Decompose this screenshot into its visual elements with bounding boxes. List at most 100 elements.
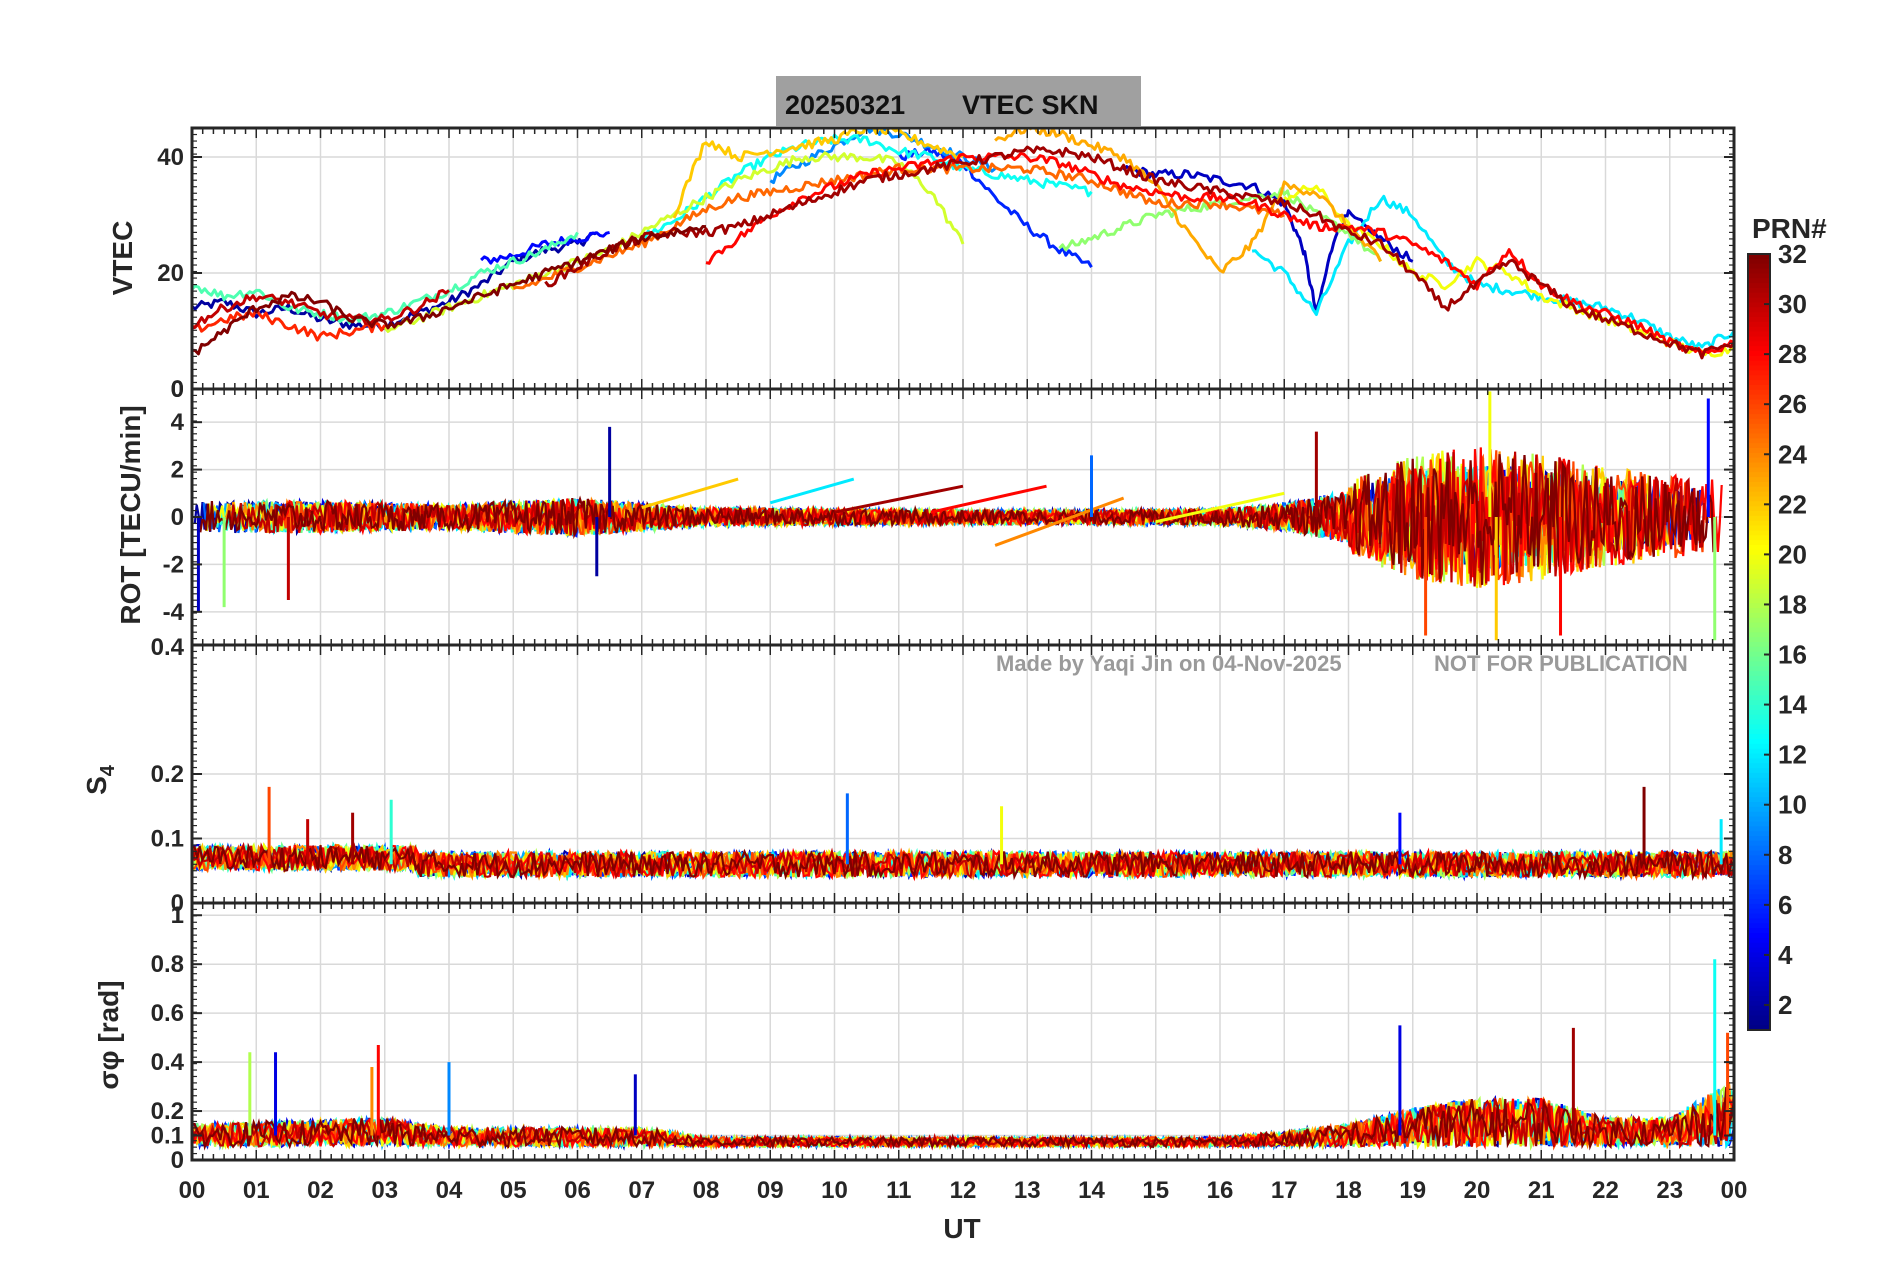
colorbar-swatch <box>1748 302 1770 309</box>
colorbar-swatch <box>1748 971 1770 978</box>
rot-series-prn-32 <box>199 454 1716 585</box>
colorbar-swatch <box>1748 622 1770 629</box>
x-tick-label: 14 <box>1078 1177 1105 1204</box>
colorbar-label: PRN# <box>1752 213 1827 244</box>
colorbar-swatch <box>1748 700 1770 707</box>
title-box <box>776 76 1141 126</box>
colorbar-swatch <box>1748 666 1770 673</box>
colorbar-swatch <box>1748 438 1770 445</box>
colorbar-swatch <box>1748 661 1770 668</box>
colorbar-swatch <box>1748 254 1770 260</box>
colorbar-swatch <box>1748 530 1770 537</box>
vtec-series-prn-30 <box>192 289 450 330</box>
colorbar-swatch <box>1748 394 1770 401</box>
colorbar-swatch <box>1748 312 1770 319</box>
colorbar-swatch <box>1748 549 1770 556</box>
vtec-series-prn-12 <box>1251 194 1734 350</box>
rot-y-tick-label: 2 <box>171 457 184 484</box>
vtec-series-prn-23 <box>994 128 1382 274</box>
colorbar-swatch <box>1748 879 1770 886</box>
x-tick-label: 20 <box>1464 1177 1491 1204</box>
colorbar-swatch <box>1748 802 1770 808</box>
colorbar-swatch <box>1748 705 1770 711</box>
colorbar-swatch <box>1748 913 1770 920</box>
rot-series-group <box>193 391 1723 641</box>
colorbar-swatch <box>1748 884 1770 891</box>
colorbar-swatch <box>1748 845 1770 852</box>
colorbar-swatch <box>1748 850 1770 857</box>
rot-y-axis-label: ROT [TECU/min] <box>115 405 146 624</box>
colorbar-swatch <box>1748 569 1770 576</box>
colorbar-swatch <box>1748 743 1770 750</box>
colorbar-swatch <box>1748 865 1770 871</box>
colorbar-swatch <box>1748 952 1770 959</box>
x-tick-label: 21 <box>1528 1177 1555 1204</box>
colorbar-swatch <box>1748 384 1770 391</box>
colorbar-swatch <box>1748 535 1770 542</box>
colorbar-swatch <box>1748 928 1770 934</box>
colorbar-swatch <box>1748 608 1770 614</box>
sigma-phi-series-group <box>192 959 1734 1152</box>
colorbar-swatch <box>1748 370 1770 377</box>
colorbar-swatch <box>1748 501 1770 508</box>
x-tick-label: 05 <box>500 1177 527 1204</box>
sigma_phi-y-tick-label: 0.2 <box>151 1098 184 1125</box>
x-tick-label: 15 <box>1142 1177 1169 1204</box>
colorbar-swatch <box>1748 380 1770 386</box>
x-tick-label: 01 <box>243 1177 270 1204</box>
x-tick-label: 09 <box>757 1177 784 1204</box>
sigma_phi-y-tick-label: 0.6 <box>151 1000 184 1027</box>
x-tick-label: 06 <box>564 1177 591 1204</box>
colorbar-swatch <box>1748 836 1770 842</box>
colorbar-swatch <box>1748 428 1770 435</box>
colorbar-swatch <box>1748 729 1770 736</box>
colorbar-swatch <box>1748 947 1770 954</box>
colorbar-swatch <box>1748 564 1770 571</box>
colorbar-swatch <box>1748 603 1770 610</box>
colorbar-swatch <box>1748 646 1770 653</box>
vtec-series-prn-5 <box>480 230 610 265</box>
colorbar-swatch <box>1748 724 1770 731</box>
colorbar-swatch <box>1748 511 1770 517</box>
colorbar-swatch <box>1748 525 1770 532</box>
colorbar-swatch <box>1748 331 1770 338</box>
colorbar-swatch <box>1748 758 1770 765</box>
colorbar-swatch <box>1748 433 1770 440</box>
colorbar-swatch <box>1748 1000 1770 1007</box>
colorbar-swatch <box>1748 981 1770 988</box>
colorbar-swatch <box>1748 991 1770 998</box>
colorbar-swatch <box>1748 307 1770 314</box>
colorbar-swatch <box>1748 341 1770 348</box>
s4-series-prn-32 <box>192 842 1734 882</box>
colorbar-swatch <box>1748 554 1770 561</box>
colorbar-swatch <box>1748 695 1770 702</box>
s4-y-axis-label: S4 <box>81 764 119 795</box>
colorbar-tick-label: 32 <box>1778 239 1807 269</box>
colorbar-swatch <box>1748 1010 1770 1017</box>
colorbar-tick-label: 26 <box>1778 389 1807 419</box>
colorbar-swatch <box>1748 739 1770 745</box>
colorbar-swatch <box>1748 462 1770 469</box>
sigma_phi-y-tick-label: 0.1 <box>151 1123 184 1150</box>
colorbar-swatch <box>1748 889 1770 896</box>
colorbar-swatch <box>1748 821 1770 828</box>
colorbar-swatch <box>1748 627 1770 634</box>
colorbar-swatch <box>1748 617 1770 624</box>
colorbar-swatch <box>1748 258 1770 265</box>
sigma-phi-series-prn-30 <box>192 1098 1734 1151</box>
colorbar-swatch <box>1748 642 1770 648</box>
colorbar-tick-label: 12 <box>1778 740 1807 770</box>
rot-drift-prn-24 <box>994 496 1125 547</box>
s4-y-tick-label: 0.1 <box>151 826 184 853</box>
colorbar-tick-label: 16 <box>1778 640 1807 670</box>
colorbar-swatch <box>1748 389 1770 396</box>
colorbar-tick-label: 2 <box>1778 990 1792 1020</box>
colorbar-tick-label: 6 <box>1778 890 1792 920</box>
colorbar-swatch <box>1748 467 1770 474</box>
colorbar-swatch <box>1748 962 1770 968</box>
x-axis-label: UT <box>943 1213 980 1244</box>
colorbar-swatch <box>1748 772 1770 779</box>
x-tick-label: 00 <box>179 1177 206 1204</box>
colorbar-swatch <box>1748 375 1770 382</box>
colorbar-frame <box>1747 253 1771 1031</box>
